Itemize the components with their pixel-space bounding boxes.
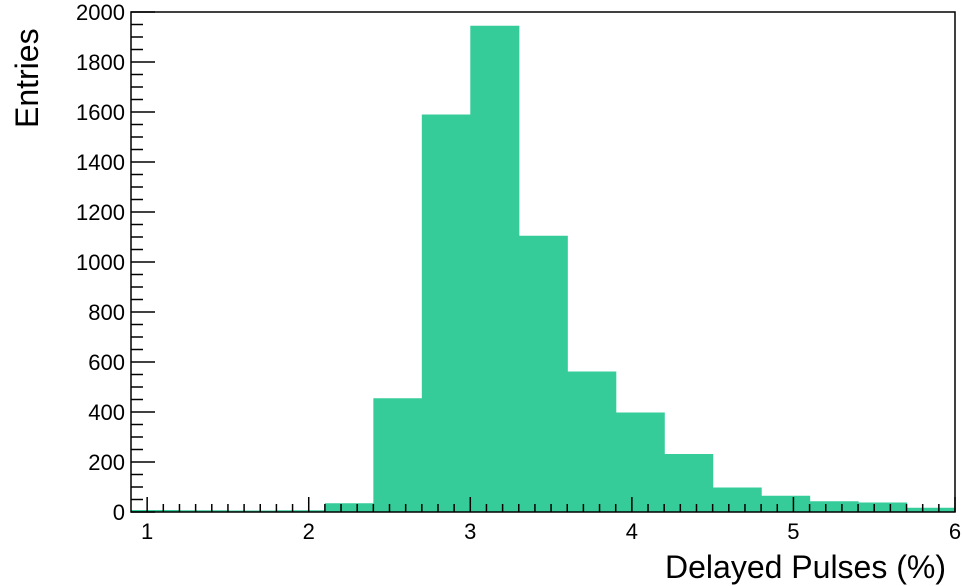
y-tick-label: 1800: [76, 50, 125, 75]
y-tick-label: 600: [88, 350, 125, 375]
y-tick-label: 800: [88, 300, 125, 325]
histogram-bar: [373, 398, 423, 512]
histogram-bar: [179, 510, 229, 512]
histogram-bar: [567, 371, 617, 512]
y-axis-tick-labels: 0 200 400 600 800 1000 1200 1400 1600 1800 2000: [76, 0, 125, 525]
histogram-bars: [131, 25, 956, 512]
x-tick-label: 3: [464, 519, 476, 544]
x-axis-tick-labels: 1 2 3 4 5 6: [141, 519, 961, 544]
y-tick-label: 0: [113, 500, 125, 525]
histogram-bar: [324, 503, 374, 512]
histogram-bar: [809, 501, 859, 512]
histogram-bar: [712, 487, 762, 512]
histogram-bar: [470, 25, 520, 512]
histogram-bar: [615, 412, 665, 512]
histogram-bar: [131, 510, 181, 512]
x-tick-label: 1: [141, 519, 153, 544]
x-axis-ticks: [146, 497, 956, 512]
histogram-bar: [421, 114, 471, 512]
y-tick-label: 1200: [76, 200, 125, 225]
histogram-bar: [664, 454, 714, 512]
y-tick-label: 1000: [76, 250, 125, 275]
y-axis-title: Entries: [9, 28, 45, 128]
histogram-bar: [761, 495, 811, 512]
y-tick-label: 1600: [76, 100, 125, 125]
histogram-bar: [858, 502, 908, 512]
y-tick-label: 1400: [76, 150, 125, 175]
histogram-bar: [906, 507, 956, 512]
y-tick-label: 200: [88, 450, 125, 475]
x-tick-label: 6: [949, 519, 961, 544]
y-tick-label: 400: [88, 400, 125, 425]
y-tick-label: 2000: [76, 0, 125, 25]
x-tick-label: 5: [787, 519, 799, 544]
x-tick-label: 4: [626, 519, 638, 544]
histogram-bar: [518, 235, 568, 512]
y-axis-ticks: [131, 11, 155, 513]
histogram-bar: [276, 510, 326, 512]
x-axis-title: Delayed Pulses (%): [665, 549, 946, 585]
x-tick-label: 2: [303, 519, 315, 544]
